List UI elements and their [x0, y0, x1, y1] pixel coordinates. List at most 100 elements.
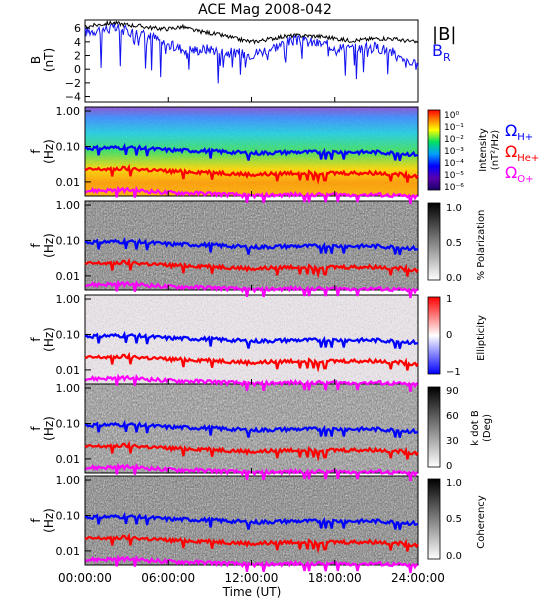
f-ytick-label: 0.10 — [56, 417, 81, 430]
f-ytick-label: 1.00 — [56, 474, 81, 487]
intensity-colorbar-labels: 10⁰ 10⁻¹ 10⁻² 10⁻³ 10⁻⁴ 10⁻⁵ 10⁻⁶ — [444, 111, 464, 193]
x-tick-label: 18:00:00 — [308, 571, 362, 585]
f-ytick-label: 1.00 — [56, 105, 81, 118]
b-ytick-label: 0 — [74, 63, 81, 76]
legend-omega-o: ΩO+ — [505, 163, 533, 185]
f-ytick-label: 1.00 — [56, 382, 81, 395]
f-axis-unit: (Hz) — [42, 233, 56, 258]
omega-he-line — [84, 532, 419, 554]
f-axis-label: f — [29, 149, 43, 154]
b-ytick-label: 4 — [74, 36, 81, 49]
f-axis-unit: (Hz) — [42, 139, 56, 164]
intensity-cb-label: Intensity — [478, 128, 489, 172]
x-tick-label: 06:00:00 — [141, 571, 195, 585]
ellipticity-colorbar-labels: 1 0 −1 — [446, 294, 461, 378]
kdotb-cb-label: k dot B — [470, 410, 481, 446]
coherency-cb-label: Coherency — [476, 495, 487, 548]
frequency-axes: 1.000.100.01f (Hz)1.000.100.01f (Hz)1.000.… — [29, 105, 91, 558]
x-tick-label: 12:00:00 — [225, 571, 279, 585]
f-axis-label: f — [29, 243, 43, 248]
omega-he-line — [84, 351, 419, 373]
intensity-cb-tick-0: 10⁰ — [444, 111, 459, 121]
x-axis: 00:00:00 06:00:00 12:00:00 18:00:00 24:00:00 — [58, 97, 445, 585]
coherency-cb-tick-0: 1.0 — [446, 478, 462, 489]
chart-title: ACE Mag 2008-042 — [198, 2, 332, 18]
f-axis-unit: (Hz) — [42, 508, 56, 533]
kdotb-cb-tick-2: 30 — [446, 436, 459, 447]
f-ytick-label: 0.10 — [56, 234, 81, 247]
f-axis-label: f — [29, 426, 43, 431]
omega-h-line — [84, 236, 419, 255]
intensity-cb-tick-5: 10⁻⁵ — [444, 171, 464, 181]
intensity-cb-tick-1: 10⁻¹ — [444, 123, 464, 133]
polarization-cb-tick-1: 0.5 — [446, 238, 462, 249]
b-ytick-label: 6 — [74, 22, 81, 35]
omega-legend: ΩH+ ΩHe+ ΩO+ — [505, 121, 539, 185]
ellipticity-cb-tick-0: 1 — [446, 294, 452, 305]
f-ytick-label: 0.10 — [56, 140, 81, 153]
f-ytick-label: 0.01 — [56, 545, 81, 558]
ellipticity-cb-tick-1: 0 — [446, 330, 452, 341]
kdotb-cb-tick-0: 90 — [446, 386, 459, 397]
legend-omega-h: ΩH+ — [505, 121, 533, 143]
f-axis-label: f — [29, 337, 43, 342]
b-series-group — [84, 19, 419, 84]
polarization-colorbar — [427, 202, 441, 281]
b-axis-unit: (nT) — [42, 48, 56, 72]
b-axis-label: B — [29, 56, 43, 64]
coherency-cb-tick-2: 0.0 — [446, 551, 462, 562]
ellipticity-colorbar — [427, 296, 441, 375]
intensity-colorbar — [427, 109, 441, 191]
x-tick-label: 24:00:00 — [391, 571, 445, 585]
kdotb-cb-unit: (Deg) — [482, 414, 493, 442]
ellipticity-cb-tick-2: −1 — [446, 367, 461, 378]
omega-h-line — [84, 511, 419, 530]
b-panel-frame — [84, 19, 419, 103]
legend-b-abs: |B| — [432, 24, 456, 45]
x-tick-label: 00:00:00 — [58, 571, 112, 585]
f-ytick-label: 0.01 — [56, 270, 81, 283]
intensity-cb-tick-4: 10⁻⁴ — [444, 159, 464, 169]
x-axis-label: Time (UT) — [222, 585, 282, 599]
f-ytick-label: 0.01 — [56, 364, 81, 377]
polarization-cb-tick-0: 1.0 — [446, 203, 462, 214]
polarization-cb-label: % Polarization — [476, 210, 487, 281]
legend-b-r: BR — [432, 41, 451, 64]
intensity-cb-tick-6: 10⁻⁶ — [444, 183, 464, 193]
polarization-colorbar-labels: 1.0 0.5 0.0 — [446, 203, 462, 284]
f-axis-unit: (Hz) — [42, 327, 56, 352]
intensity-cb-tick-3: 10⁻³ — [444, 147, 464, 157]
legend-omega-he: ΩHe+ — [505, 142, 539, 164]
f-ytick-label: 0.01 — [56, 453, 81, 466]
omega-h-line — [84, 142, 419, 161]
series-b-r-line — [84, 22, 419, 84]
intensity-cb-unit: (nT²/Hz) — [490, 130, 501, 170]
coherency-cb-tick-1: 0.5 — [446, 514, 462, 525]
coherency-colorbar — [427, 478, 441, 560]
f-ytick-label: 1.00 — [56, 293, 81, 306]
omega-he-line — [84, 440, 419, 462]
f-ytick-label: 0.01 — [56, 176, 81, 189]
kdotb-colorbar-labels: 90 60 30 0 — [446, 386, 459, 472]
f-ytick-label: 0.10 — [56, 509, 81, 522]
f-ytick-label: 1.00 — [56, 199, 81, 212]
omega-he-line — [84, 257, 419, 279]
b-ytick-label: 2 — [74, 50, 81, 63]
b-ytick-label: −2 — [65, 77, 81, 90]
kdotb-colorbar — [427, 386, 441, 468]
kdotb-cb-tick-3: 0 — [446, 461, 452, 472]
intensity-cb-tick-2: 10⁻² — [444, 135, 464, 145]
coherency-colorbar-labels: 1.0 0.5 0.0 — [446, 478, 462, 562]
kdotb-cb-tick-1: 60 — [446, 411, 459, 422]
polarization-cb-tick-2: 0.0 — [446, 273, 462, 284]
f-axis-label: f — [29, 518, 43, 523]
b-ytick-label: −4 — [65, 91, 81, 104]
f-ytick-label: 0.10 — [56, 328, 81, 341]
f-axis-unit: (Hz) — [42, 416, 56, 441]
series-b-abs-line — [84, 19, 419, 45]
omega-h-line — [84, 419, 419, 438]
omega-h-line — [84, 330, 419, 349]
ellipticity-cb-label: Ellipticity — [476, 315, 487, 361]
